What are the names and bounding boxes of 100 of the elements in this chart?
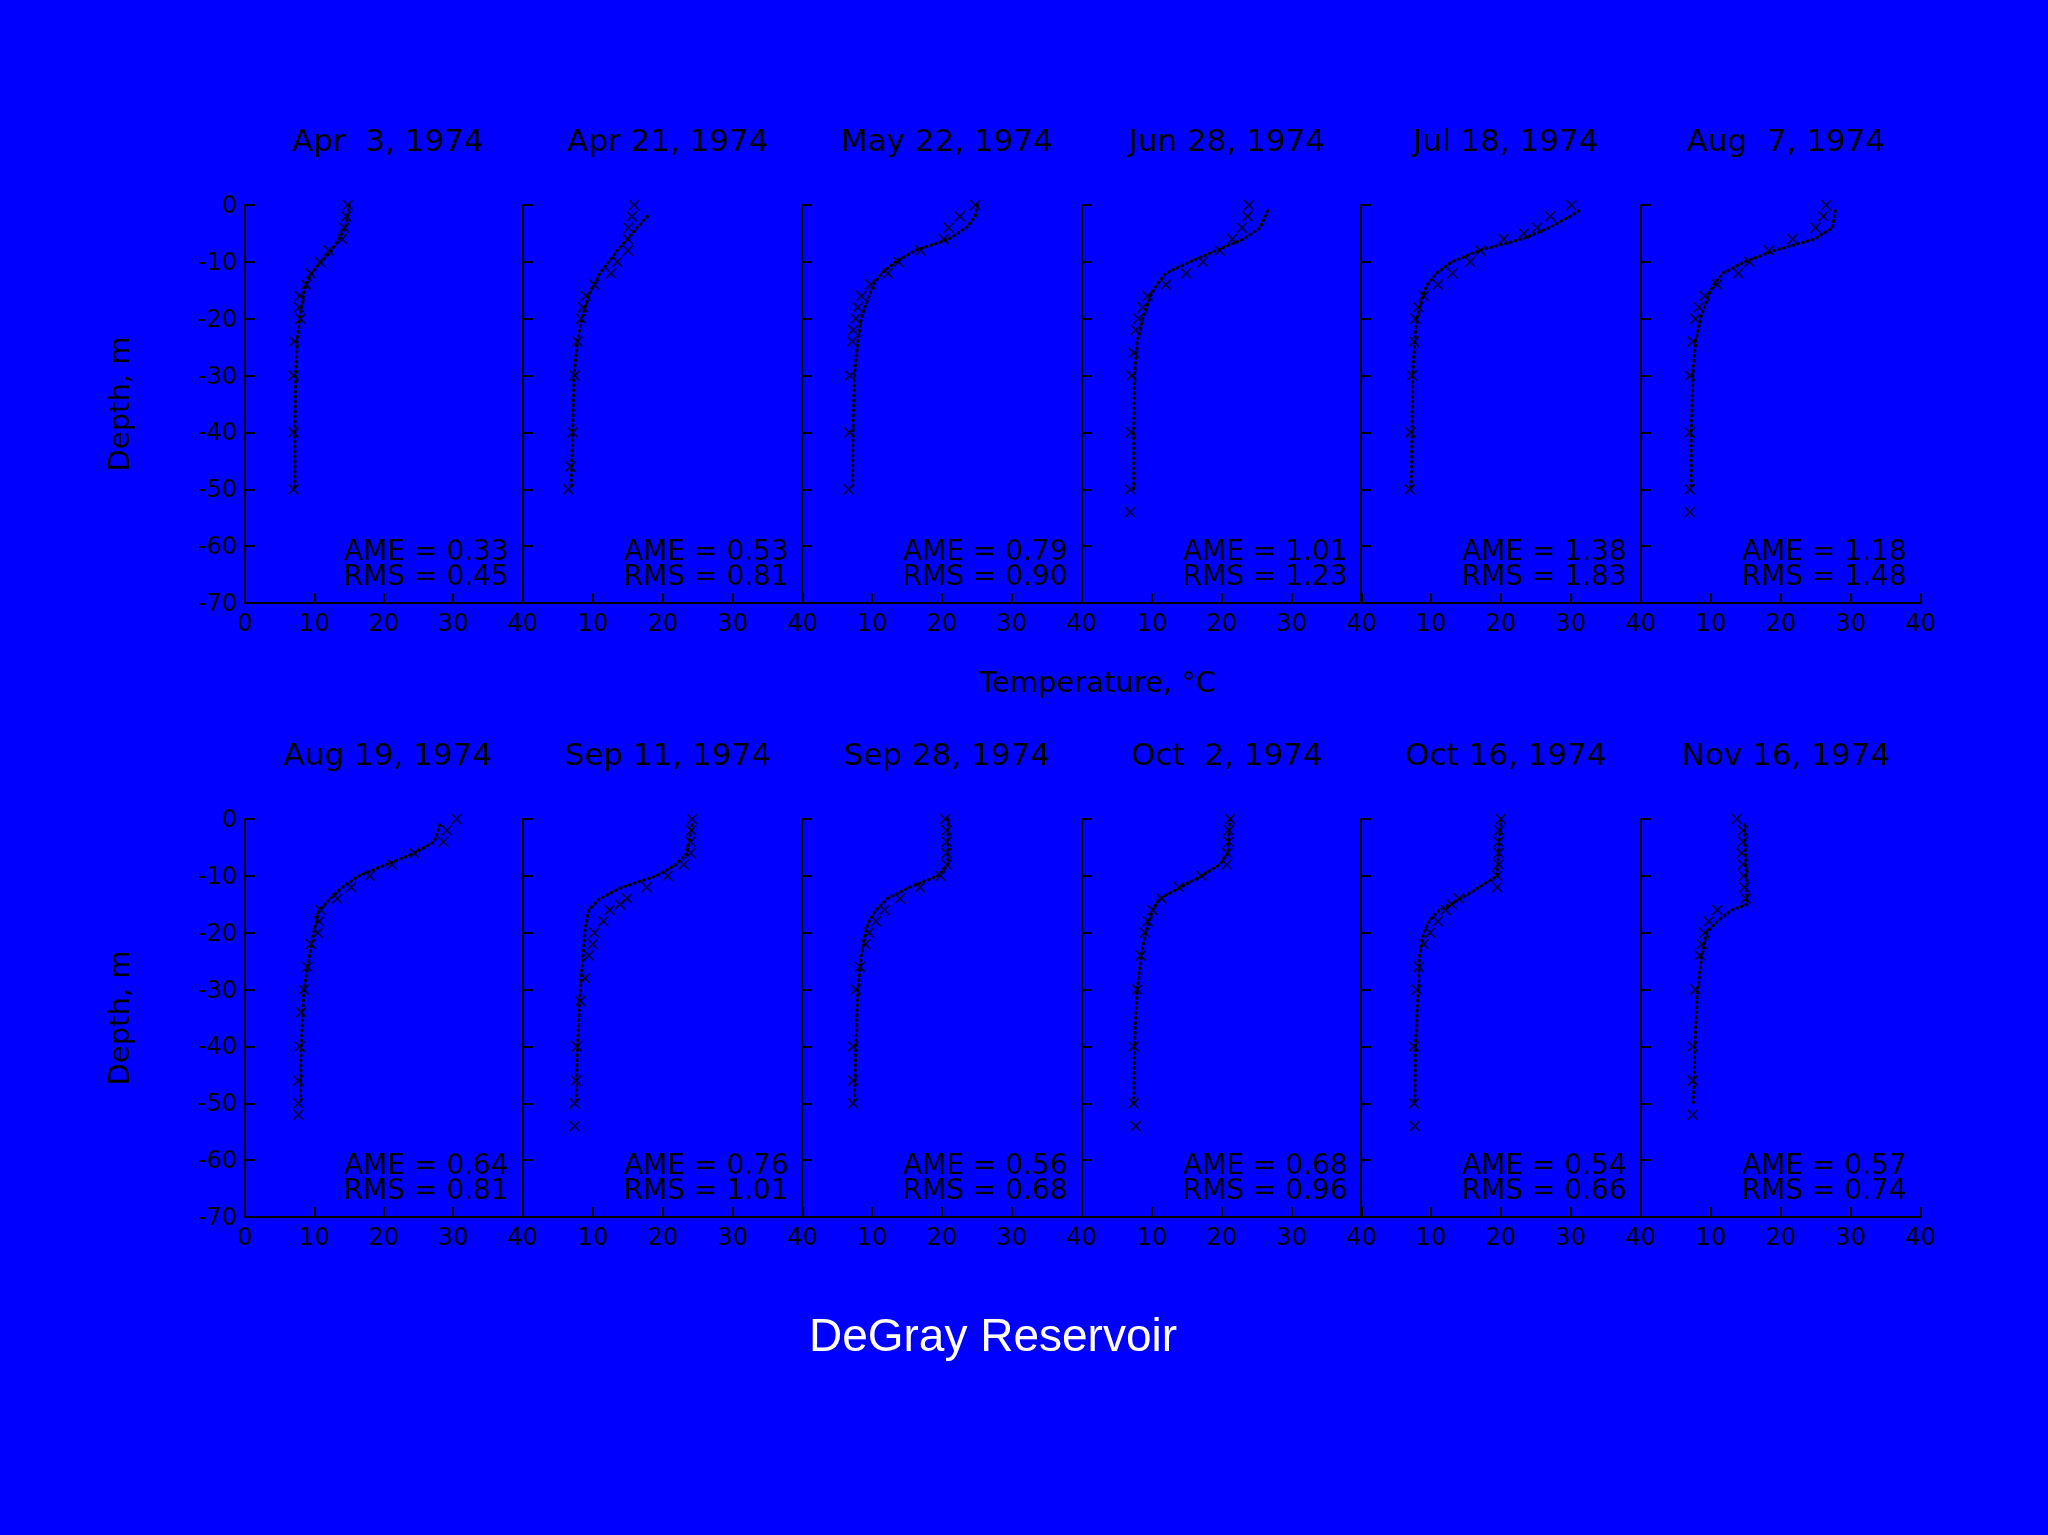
chart-title: Apr 3, 1974	[291, 121, 484, 158]
x-tick-label: 40	[786, 609, 818, 637]
x-tick-label: 30	[716, 1223, 748, 1251]
point	[1236, 222, 1248, 234]
point	[288, 426, 300, 438]
point	[1432, 279, 1444, 291]
point	[441, 824, 453, 836]
chart-title: Jun 28, 1974	[1126, 121, 1325, 158]
x-tick-label: 10	[856, 609, 888, 637]
chart-title: Oct 2, 1974	[1130, 735, 1323, 772]
x-tick-label: 30	[1275, 609, 1307, 637]
chart-title: Aug 19, 1974	[283, 735, 492, 772]
point	[1409, 1120, 1421, 1132]
x-tick-label: 20	[1205, 1223, 1237, 1251]
point	[1124, 483, 1136, 495]
point	[941, 824, 953, 836]
x-tick-label: 40	[1345, 609, 1377, 637]
y-tick-label: -10	[197, 861, 237, 890]
x-tick-label: 40	[1066, 1223, 1097, 1251]
point	[1418, 290, 1430, 302]
x-tick-label: 20	[646, 609, 678, 637]
point	[1711, 904, 1723, 916]
y-axis-title: Depth, m	[101, 950, 136, 1086]
point	[954, 210, 966, 222]
point	[331, 893, 343, 905]
point	[588, 927, 600, 939]
y-tick-label: -30	[197, 361, 237, 390]
x-tick-label: 10	[1415, 1223, 1447, 1251]
point	[451, 813, 463, 825]
x-tick-label: 30	[437, 1223, 469, 1251]
x-tick-label: 40	[1625, 609, 1656, 637]
point	[1474, 244, 1486, 256]
point	[621, 244, 633, 256]
x-axis-title: Temperature, °C	[978, 665, 1216, 699]
x-tick-label: 20	[926, 1223, 958, 1251]
point	[864, 279, 876, 291]
point	[1243, 199, 1254, 211]
chart-title: Sep 28, 1974	[843, 735, 1050, 772]
x-tick-label: 40	[1904, 609, 1936, 637]
point	[603, 904, 615, 916]
x-tick-label: 10	[577, 1223, 608, 1251]
y-tick-label: -20	[197, 304, 237, 333]
x-tick-label: 40	[1625, 1223, 1656, 1251]
point	[597, 915, 609, 927]
point	[686, 813, 698, 825]
point	[1241, 210, 1253, 222]
x-tick-label: 20	[1764, 609, 1796, 637]
y-axis-title: Depth, m	[101, 336, 136, 472]
y-tick-label: -60	[197, 532, 237, 561]
text: DeGray Reservoir	[807, 1308, 1179, 1362]
point	[1196, 256, 1208, 268]
x-tick-label: 10	[856, 1223, 888, 1251]
point	[586, 938, 598, 950]
x-tick-label: 20	[926, 609, 958, 637]
point	[1809, 222, 1821, 234]
x-tick-label: 20	[368, 1223, 400, 1251]
y-tick-label: -30	[197, 975, 237, 1004]
point	[626, 210, 638, 222]
point	[292, 1075, 304, 1087]
chart-title: Nov 16, 1974	[1681, 735, 1890, 772]
point	[1683, 506, 1695, 518]
x-tick-label: 20	[1205, 609, 1237, 637]
point	[1129, 1120, 1141, 1132]
point	[579, 290, 591, 302]
chart-title: Sep 11, 1974	[564, 735, 771, 772]
point	[1817, 210, 1829, 222]
x-tick-label: 40	[1904, 1223, 1936, 1251]
point	[364, 870, 376, 882]
point	[1730, 813, 1742, 825]
x-tick-label: 30	[437, 609, 469, 637]
point	[1544, 210, 1556, 222]
point	[288, 370, 300, 382]
point	[1820, 199, 1832, 211]
point	[844, 426, 856, 438]
point	[640, 881, 652, 893]
point	[943, 222, 955, 234]
point	[1565, 199, 1577, 211]
x-tick-label: 40	[786, 1223, 818, 1251]
x-tick-label: 30	[1555, 1223, 1586, 1251]
chart-title: Aug 7, 1974	[1685, 121, 1885, 158]
point	[1689, 984, 1701, 996]
point	[345, 881, 357, 893]
point	[1222, 824, 1234, 836]
x-tick-label: 30	[1275, 1223, 1307, 1251]
x-tick-label: 10	[577, 609, 608, 637]
point	[568, 1120, 580, 1132]
x-tick-label: 10	[299, 1223, 330, 1251]
x-tick-label: 10	[1695, 609, 1726, 637]
point	[1159, 279, 1171, 291]
point	[1127, 1097, 1139, 1109]
x-tick-label: 30	[1834, 1223, 1866, 1251]
point	[336, 233, 348, 245]
point	[1464, 256, 1476, 268]
point	[605, 267, 617, 279]
x-tick-label: 40	[507, 1223, 538, 1251]
point	[1732, 267, 1744, 279]
point	[579, 972, 591, 984]
point	[571, 335, 583, 347]
point	[1432, 915, 1444, 927]
x-tick-label: 20	[646, 1223, 678, 1251]
